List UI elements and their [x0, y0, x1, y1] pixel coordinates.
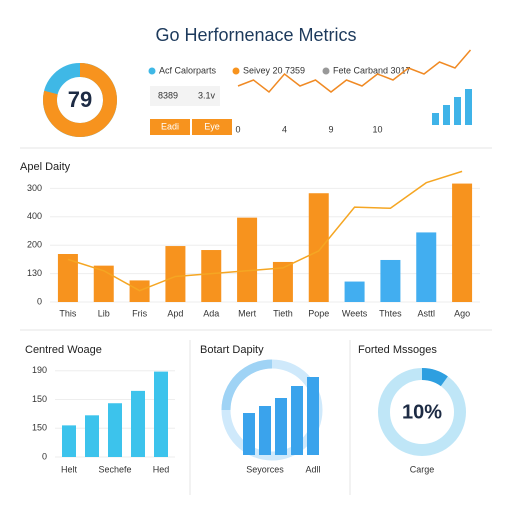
bar: [85, 415, 99, 457]
bar: [416, 232, 437, 302]
page-title: Go Herfornenace Metrics: [155, 25, 356, 45]
x-tick-label: Sechefe: [98, 464, 131, 474]
button[interactable]: [150, 119, 190, 135]
legend-label: Seivey 20 7359: [243, 65, 305, 75]
x-tick-label: Asttl: [417, 308, 435, 318]
y-tick-label: 200: [27, 240, 42, 250]
bar: [57, 254, 78, 302]
donut-caption: Carge: [410, 464, 435, 474]
legend-swatch: [232, 67, 240, 75]
y-tick-label: 0: [42, 451, 47, 461]
trend-line: [67, 170, 463, 292]
bar: [108, 403, 122, 457]
y-tick-label: 150: [32, 423, 47, 433]
bar: [243, 413, 255, 455]
y-tick-label: 0: [37, 296, 42, 306]
y-tick-label: 130: [27, 268, 42, 278]
donut-arc: [43, 63, 117, 137]
bar: [465, 89, 472, 125]
button-label[interactable]: Eadi: [161, 121, 179, 131]
bar: [307, 377, 319, 455]
x-tick-label: Adll: [305, 464, 320, 474]
donut-arc: [421, 368, 448, 387]
chart-title: Centred Woage: [25, 344, 102, 356]
bar: [443, 105, 450, 125]
stat: 8389: [158, 90, 178, 100]
x-tick-label: Hed: [153, 464, 170, 474]
chart-title: Forted Mssoges: [358, 344, 437, 356]
chart-title: Apel Daity: [20, 161, 71, 173]
x-tick-label: 9: [328, 124, 333, 134]
button-label[interactable]: Eye: [204, 121, 220, 131]
line: [237, 49, 472, 94]
bar: [380, 259, 401, 302]
x-tick-label: Apd: [167, 308, 183, 318]
bar: [452, 183, 473, 302]
button[interactable]: [192, 119, 232, 135]
x-tick-label: Seyorces: [246, 464, 284, 474]
bar: [454, 97, 461, 125]
bar: [344, 281, 365, 302]
x-tick-label: Ago: [454, 308, 470, 318]
x-tick-label: 10: [372, 124, 382, 134]
bar: [154, 371, 168, 457]
x-tick-label: Helt: [61, 464, 78, 474]
legend-swatch: [322, 67, 330, 75]
bar: [131, 390, 145, 457]
stat: 3.1v: [198, 90, 216, 100]
x-tick-label: 0: [235, 124, 240, 134]
y-tick-label: 300: [27, 183, 42, 193]
bar: [432, 113, 439, 125]
decor-arc: [221, 359, 273, 411]
bar: [93, 265, 114, 302]
donut-value: 10%: [402, 401, 442, 423]
legend-swatch: [148, 67, 156, 75]
x-tick-label: This: [59, 308, 77, 318]
bar: [237, 217, 258, 302]
y-tick-label: 150: [32, 394, 47, 404]
x-tick-label: Pope: [308, 308, 329, 318]
bar: [291, 386, 303, 455]
x-tick-label: Fris: [132, 308, 147, 318]
x-tick-label: Ada: [203, 308, 219, 318]
bar: [308, 193, 329, 302]
bar: [201, 250, 222, 302]
bar: [272, 261, 293, 302]
x-tick-label: Weets: [342, 308, 368, 318]
x-tick-label: Thtes: [379, 308, 402, 318]
legend-label: Fete Carband 3017: [333, 65, 411, 75]
legend-label: Acf Calorparts: [159, 65, 217, 75]
y-tick-label: 400: [27, 211, 42, 221]
bar: [259, 406, 271, 455]
x-tick-label: Tieth: [273, 308, 293, 318]
y-tick-label: 190: [32, 365, 47, 375]
x-tick-label: Lib: [98, 308, 110, 318]
bar: [275, 398, 287, 455]
bar: [62, 425, 76, 457]
stat-box: [150, 86, 220, 106]
chart-title: Botart Dapity: [200, 344, 264, 356]
donut-value: 79: [68, 87, 92, 112]
x-tick-label: 4: [282, 124, 287, 134]
bar: [165, 246, 186, 302]
x-tick-label: Mert: [238, 308, 256, 318]
